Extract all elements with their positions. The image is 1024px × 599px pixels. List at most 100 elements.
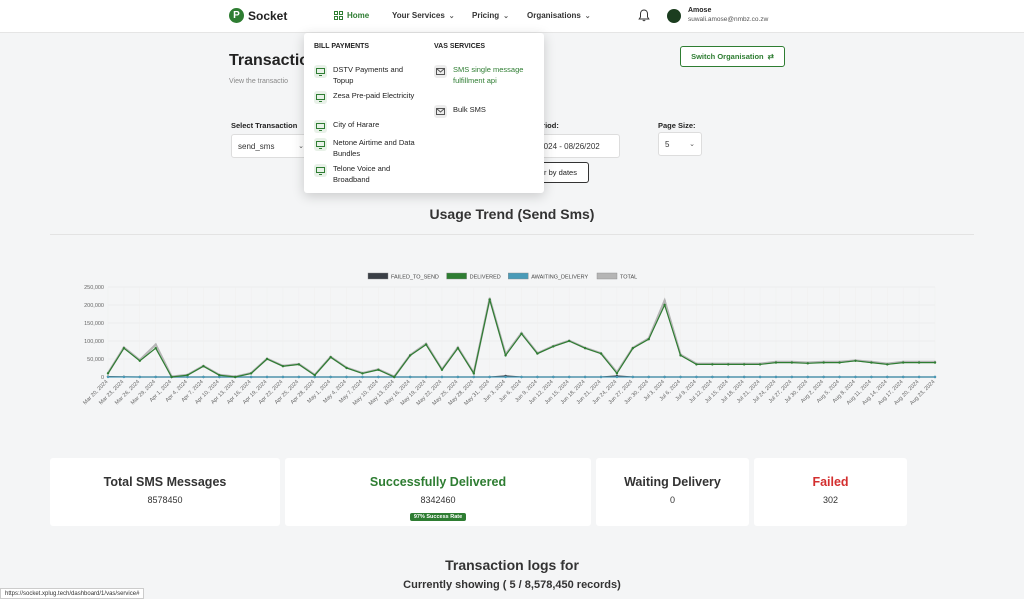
data-point-awaiting_delivery [536,375,539,379]
legend-label: FAILED_TO_SEND [391,275,439,281]
data-point-awaiting_delivery [615,375,619,379]
menu-item-telone[interactable]: Telone Voice and Broadband [314,164,424,185]
menu-item-sms-api[interactable]: SMS single message fulfillment api [434,65,539,86]
data-point-awaiting_delivery [647,375,650,379]
data-point-delivered [568,339,571,343]
data-point-delivered [122,347,126,350]
data-point-delivered [854,359,857,362]
nav-home[interactable]: Home [334,11,369,20]
data-point-awaiting_delivery [854,375,857,379]
chevron-down-icon: ⌄ [584,12,591,20]
data-point-awaiting_delivery [901,375,905,379]
data-point-delivered [758,363,762,366]
data-point-awaiting_delivery [361,375,364,379]
data-point-awaiting_delivery [727,375,730,379]
transaction-type-value: send_sms [238,141,275,151]
switch-organisation-label: Switch Organisation [691,52,764,61]
data-point-awaiting_delivery [472,375,475,379]
data-point-awaiting_delivery [886,375,889,379]
data-point-delivered [424,343,428,346]
data-point-delivered [249,372,253,375]
data-point-awaiting_delivery [583,375,587,379]
data-point-delivered [440,368,444,371]
data-point-awaiting_delivery [281,375,285,379]
data-point-delivered [647,338,650,341]
y-tick-label: 100,000 [84,339,104,345]
data-point-delivered [663,303,666,307]
stat-waiting-value: 0 [669,495,675,505]
data-point-awaiting_delivery [265,375,269,379]
data-point-delivered [901,361,905,364]
legend-label: DELIVERED [470,275,501,281]
page-size-select[interactable]: 5 ⌄ [658,132,702,156]
data-point-delivered [186,374,189,377]
brand-logo[interactable]: P Socket [229,8,287,23]
nav-pricing[interactable]: Pricing ⌄ [472,11,509,20]
stat-waiting-title: Waiting Delivery [624,475,721,489]
stat-delivered-title: Successfully Delivered [369,475,507,489]
legend-label: TOTAL [620,275,637,281]
data-point-awaiting_delivery [329,375,332,379]
data-point-delivered [870,361,873,364]
nav-organisations[interactable]: Organisations ⌄ [527,11,591,20]
data-point-delivered [917,361,921,364]
data-point-awaiting_delivery [806,375,809,379]
data-point-delivered [265,357,269,361]
menu-item-city-of-harare[interactable]: City of Harare [314,120,424,133]
switch-organisation-button[interactable]: Switch Organisation ⇄ [680,46,785,67]
menu-item-bulk-sms[interactable]: Bulk SMS [434,105,539,118]
y-tick-label: 50,000 [87,357,104,363]
data-point-awaiting_delivery [663,375,666,379]
data-point-awaiting_delivery [202,375,205,379]
menu-item-zesa[interactable]: Zesa Pre-paid Electricity [314,91,424,104]
services-dropdown-menu: BILL PAYMENTS VAS SERVICES DSTV Payments… [304,33,544,193]
data-point-delivered [313,374,316,377]
data-point-awaiting_delivery [552,375,555,379]
data-point-delivered [408,354,412,357]
data-point-delivered [361,372,364,375]
data-point-delivered [806,362,809,365]
data-point-delivered [631,347,635,350]
bill-payments-heading: BILL PAYMENTS [314,43,370,50]
stat-failed-title: Failed [812,475,849,489]
data-point-delivered [552,345,555,348]
data-point-delivered [377,368,380,371]
data-point-delivered [886,363,889,366]
transaction-type-select[interactable]: send_sms ⌄ [231,134,311,158]
data-point-awaiting_delivery [917,375,921,379]
data-point-awaiting_delivery [377,375,380,379]
data-point-delivered [727,363,730,366]
data-point-awaiting_delivery [520,375,523,379]
data-point-awaiting_delivery [424,375,428,379]
bell-icon[interactable] [638,9,650,22]
data-point-awaiting_delivery [631,375,635,379]
data-point-delivered [774,361,778,364]
top-navbar: P Socket Home Your Services ⌄ Pricing ⌄ … [0,0,1024,33]
data-point-awaiting_delivery [138,375,142,379]
divider [50,234,974,235]
data-point-awaiting_delivery [408,375,412,379]
nav-your-services[interactable]: Your Services ⌄ [392,11,455,20]
legend-swatch [508,272,529,280]
vas-services-heading: VAS SERVICES [434,43,486,50]
data-point-awaiting_delivery [568,375,571,379]
monitor-icon [314,138,327,151]
menu-item-dstv[interactable]: DSTV Payments and Topup [314,65,424,86]
data-point-awaiting_delivery [758,375,762,379]
date-range-input[interactable]: /2024 - 08/26/202 [530,134,620,158]
menu-item-netone[interactable]: Netone Airtime and Data Bundles [314,138,424,159]
avatar[interactable] [667,9,681,23]
y-tick-label: 200,000 [84,303,104,309]
data-point-delivered [615,372,619,375]
data-point-delivered [695,363,698,366]
menu-item-label: SMS single message fulfillment api [453,65,524,85]
data-point-awaiting_delivery [838,375,841,379]
data-point-delivered [822,361,825,364]
legend-label: AWAITING_DELIVERY [531,275,588,281]
data-point-delivered [456,347,460,350]
data-point-awaiting_delivery [774,375,778,379]
stat-card-delivered: Successfully Delivered 8342460 97% Succe… [285,458,591,526]
data-point-delivered [742,363,746,366]
data-point-awaiting_delivery [249,375,253,379]
